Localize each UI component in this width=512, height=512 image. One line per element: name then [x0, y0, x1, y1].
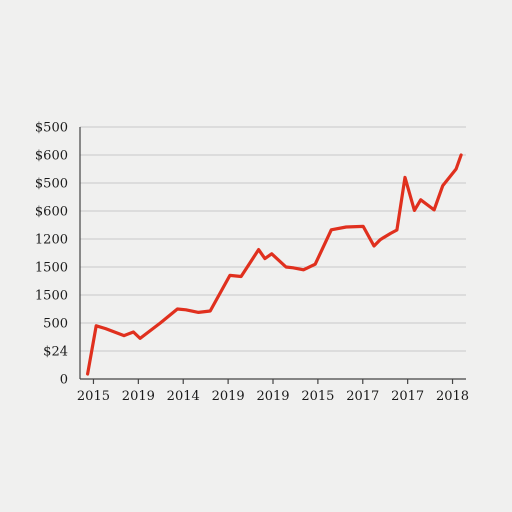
axes — [79, 127, 466, 380]
x-tick-label: 2017 — [391, 389, 424, 404]
y-tick-label: 1500 — [35, 289, 68, 304]
y-tick-label: 500 — [43, 317, 68, 332]
y-tick-label: $500 — [35, 121, 68, 136]
x-tick-label: 2019 — [256, 389, 289, 404]
y-tick-label: $600 — [35, 205, 68, 220]
x-tick-label: 2014 — [167, 389, 200, 404]
x-tick-label: 2019 — [122, 389, 155, 404]
x-tick-label: 2015 — [301, 389, 334, 404]
x-tick-label: 2017 — [346, 389, 379, 404]
y-tick-label: 1500 — [35, 261, 68, 276]
y-tick-label: $24 — [43, 345, 68, 360]
x-tick-label: 2018 — [436, 389, 469, 404]
series-lines — [85, 153, 463, 376]
series-line — [85, 153, 463, 376]
y-tick-label: $500 — [35, 177, 68, 192]
y-axis-ticks: 0 $24 500 1500 1500 1200 $600 $500 $600 $500 — [35, 121, 68, 388]
x-tick-label: 2015 — [77, 389, 110, 404]
y-tick-label: 0 — [60, 373, 68, 388]
y-tick-label: $600 — [35, 149, 68, 164]
y-tick-label: 1200 — [35, 233, 68, 248]
x-tick-label: 2019 — [212, 389, 245, 404]
x-axis-ticks: 2015 2019 2014 2019 2019 2015 2017 2017 2018 — [77, 379, 469, 404]
gridlines — [80, 126, 466, 352]
